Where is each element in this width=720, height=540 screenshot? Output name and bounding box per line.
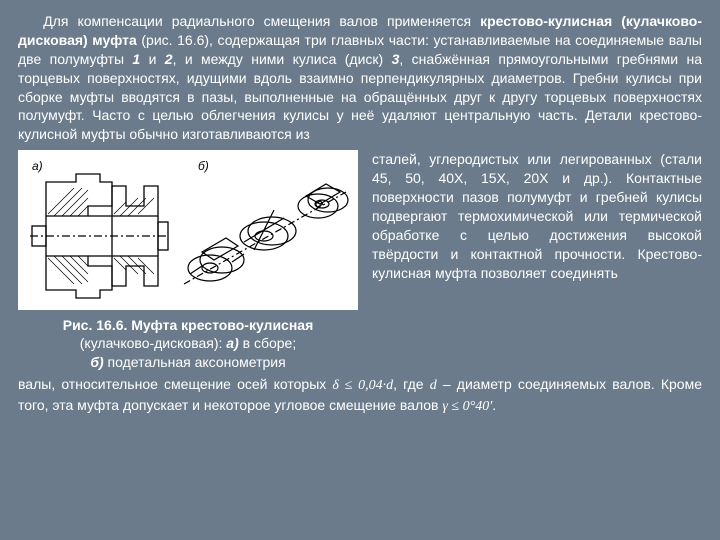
- right-column-text: сталей, углеродистых или легированных (с…: [372, 150, 702, 371]
- paragraph-intro: Для компенсации радиального смещения вал…: [18, 12, 702, 144]
- text: , и между ними кулиса (диск): [173, 51, 392, 67]
- text: Для компенсации радиального смещения вал…: [43, 13, 480, 29]
- caption-a-text: в сборе;: [239, 335, 296, 351]
- figure-box: а): [18, 150, 358, 310]
- figure-caption: Рис. 16.6. Муфта крестово-кулисная (кула…: [18, 316, 358, 371]
- formula-gamma: γ ≤ 0°40′: [442, 399, 492, 414]
- figure-column: а): [18, 150, 358, 371]
- ref-2: 2: [165, 51, 173, 67]
- figure-label-a: а): [32, 159, 43, 173]
- caption-b-text: подетальная аксонометрия: [104, 354, 286, 370]
- figure-svg: а): [26, 156, 350, 304]
- caption-b: б): [90, 354, 103, 370]
- figure-text-row: а): [18, 150, 702, 371]
- paragraph-bottom: валы, относительное смещение осей которы…: [18, 375, 702, 417]
- text: .: [492, 397, 496, 413]
- section-view-a: [30, 174, 168, 298]
- text: , где: [393, 376, 430, 392]
- caption-a: а): [226, 335, 238, 351]
- caption-sub-pre: (кулачково-дисковая):: [80, 335, 227, 351]
- formula-delta: δ ≤ 0,04·d: [332, 378, 393, 393]
- text: валы, относительное смещение осей которы…: [18, 376, 332, 392]
- var-d: d: [430, 378, 437, 393]
- text: и: [140, 51, 165, 67]
- figure-label-b: б): [198, 159, 209, 173]
- caption-title: Рис. 16.6. Муфта крестово-кулисная: [63, 317, 314, 333]
- iso-view-b: [184, 184, 348, 284]
